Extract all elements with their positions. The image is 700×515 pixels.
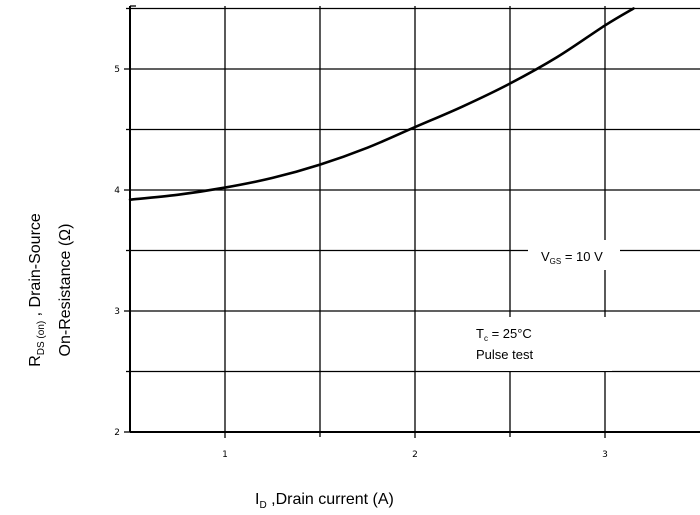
x-tick-label: 1 xyxy=(222,450,228,460)
y-tick-label: 4 xyxy=(114,186,120,196)
grid xyxy=(130,6,700,432)
series xyxy=(128,7,635,201)
vgs-annotation: VGS = 10 V xyxy=(541,249,603,266)
y-axis-label-line1: RDS (on) , Drain-Source xyxy=(27,213,47,367)
pulse-test-annotation: Pulse test xyxy=(476,347,533,362)
y-tick-label: 5 xyxy=(114,65,120,75)
axes xyxy=(124,5,700,438)
tick-labels: 2 3 4 5 1 2 3 xyxy=(114,65,608,460)
x-tick-label: 2 xyxy=(412,450,418,460)
on-resistance-curve xyxy=(128,7,635,201)
tc-annotation: Tc = 25°C xyxy=(476,326,532,343)
x-axis-label: ID ,Drain current (A) xyxy=(255,491,394,511)
y-tick-label: 3 xyxy=(114,307,120,317)
test-conditions-box xyxy=(470,317,612,371)
x-tick-label: 3 xyxy=(602,450,608,460)
y-axis-label-line2: On-Resistance (Ω) xyxy=(57,224,74,357)
y-tick-label: 2 xyxy=(114,428,120,438)
vgs-annotation-box xyxy=(528,240,620,270)
